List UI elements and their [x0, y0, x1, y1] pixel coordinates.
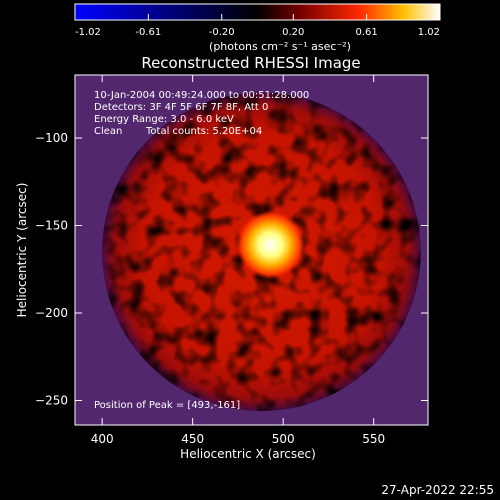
annotation-detectors: Detectors: 3F 4F 5F 6F 7F 8F, Att 0	[94, 102, 268, 113]
x-tick-label: 400	[91, 432, 114, 446]
colorbar-unit-label: (photons cm⁻² s⁻¹ asec⁻²)	[209, 40, 351, 53]
x-tick-label: 500	[272, 432, 295, 446]
y-axis: −100 −150 −200 −250	[35, 131, 428, 408]
chart-title: Reconstructed RHESSI Image	[141, 54, 360, 72]
colorbar-tick-label: -1.02	[75, 27, 101, 38]
x-axis-label: Heliocentric X (arcsec)	[180, 447, 316, 461]
colorbar-tick-label: 0.61	[356, 27, 378, 38]
annotation-time-range: 10-Jan-2004 00:49:24.000 to 00:51:28.000	[94, 90, 309, 101]
colorbar-ticks: -1.02 -0.61 -0.20 0.20 0.61 1.02	[74, 14, 441, 38]
y-tick-label: −200	[35, 306, 68, 320]
x-axis: 400 450 500 550	[91, 75, 385, 446]
colorbar-tick-label: -0.20	[209, 27, 235, 38]
y-tick-label: −100	[35, 131, 68, 145]
y-tick-label: −150	[35, 219, 68, 233]
annotation-total-counts: Total counts: 5.20E+04	[145, 126, 262, 137]
annotation-peak-position: Position of Peak = [493,-161]	[94, 400, 240, 411]
peak-source	[236, 210, 305, 279]
x-tick-label: 450	[181, 432, 204, 446]
annotation-energy-range: Energy Range: 3.0 - 6.0 keV	[94, 114, 234, 125]
timestamp: 27-Apr-2022 22:55	[381, 483, 494, 497]
plot-frame	[74, 74, 429, 426]
y-tick-label: −250	[35, 394, 68, 408]
annotation-clean: Clean	[94, 126, 122, 137]
colorbar-tick-label: 1.02	[418, 27, 440, 38]
colorbar	[74, 3, 441, 21]
colorbar-tick-label: -0.61	[135, 27, 161, 38]
y-axis-label: Heliocentric Y (arcsec)	[15, 183, 29, 318]
x-tick-label: 550	[362, 432, 385, 446]
colorbar-tick-label: 0.20	[282, 27, 304, 38]
heatmap-image	[75, 75, 428, 425]
